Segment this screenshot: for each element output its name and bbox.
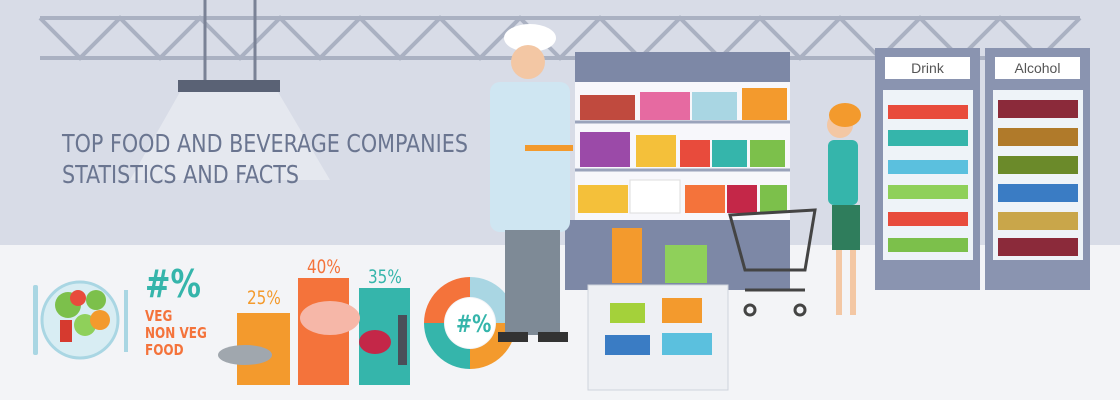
meat-icon — [359, 330, 391, 354]
fridge-label-alcohol: Alcohol — [995, 57, 1080, 79]
title-line-2: STATISTICS AND FACTS — [62, 160, 300, 189]
plate-stat-value: #% — [145, 262, 201, 306]
fridges — [875, 48, 1090, 290]
fridge-label-drink: Drink — [885, 57, 970, 79]
store-shelf — [565, 52, 790, 391]
shopper-figure — [827, 103, 861, 315]
bar-label-35: 35% — [368, 266, 402, 288]
donut-label: #% — [456, 310, 492, 338]
chicken-icon — [300, 301, 360, 335]
label-food: FOOD — [145, 341, 184, 359]
title-line-1: TOP FOOD AND BEVERAGE COMPANIES — [62, 129, 468, 158]
label-non-veg: NON VEG — [145, 324, 207, 342]
plate-stat-labels: VEG NON VEG FOOD — [145, 308, 207, 359]
page-title: TOP FOOD AND BEVERAGE COMPANIES STATISTI… — [62, 128, 468, 190]
shopping-cart-icon — [728, 208, 817, 317]
chef-figure — [490, 24, 573, 342]
label-veg: VEG — [145, 307, 173, 325]
bar-group — [218, 278, 410, 385]
veg-plate-icon — [33, 280, 128, 360]
fish-icon — [218, 345, 272, 365]
ceiling-lamp-icon — [130, 0, 330, 180]
bar-label-25: 25% — [247, 287, 281, 309]
bar-label-40: 40% — [307, 256, 341, 278]
mallet-icon — [398, 315, 407, 365]
